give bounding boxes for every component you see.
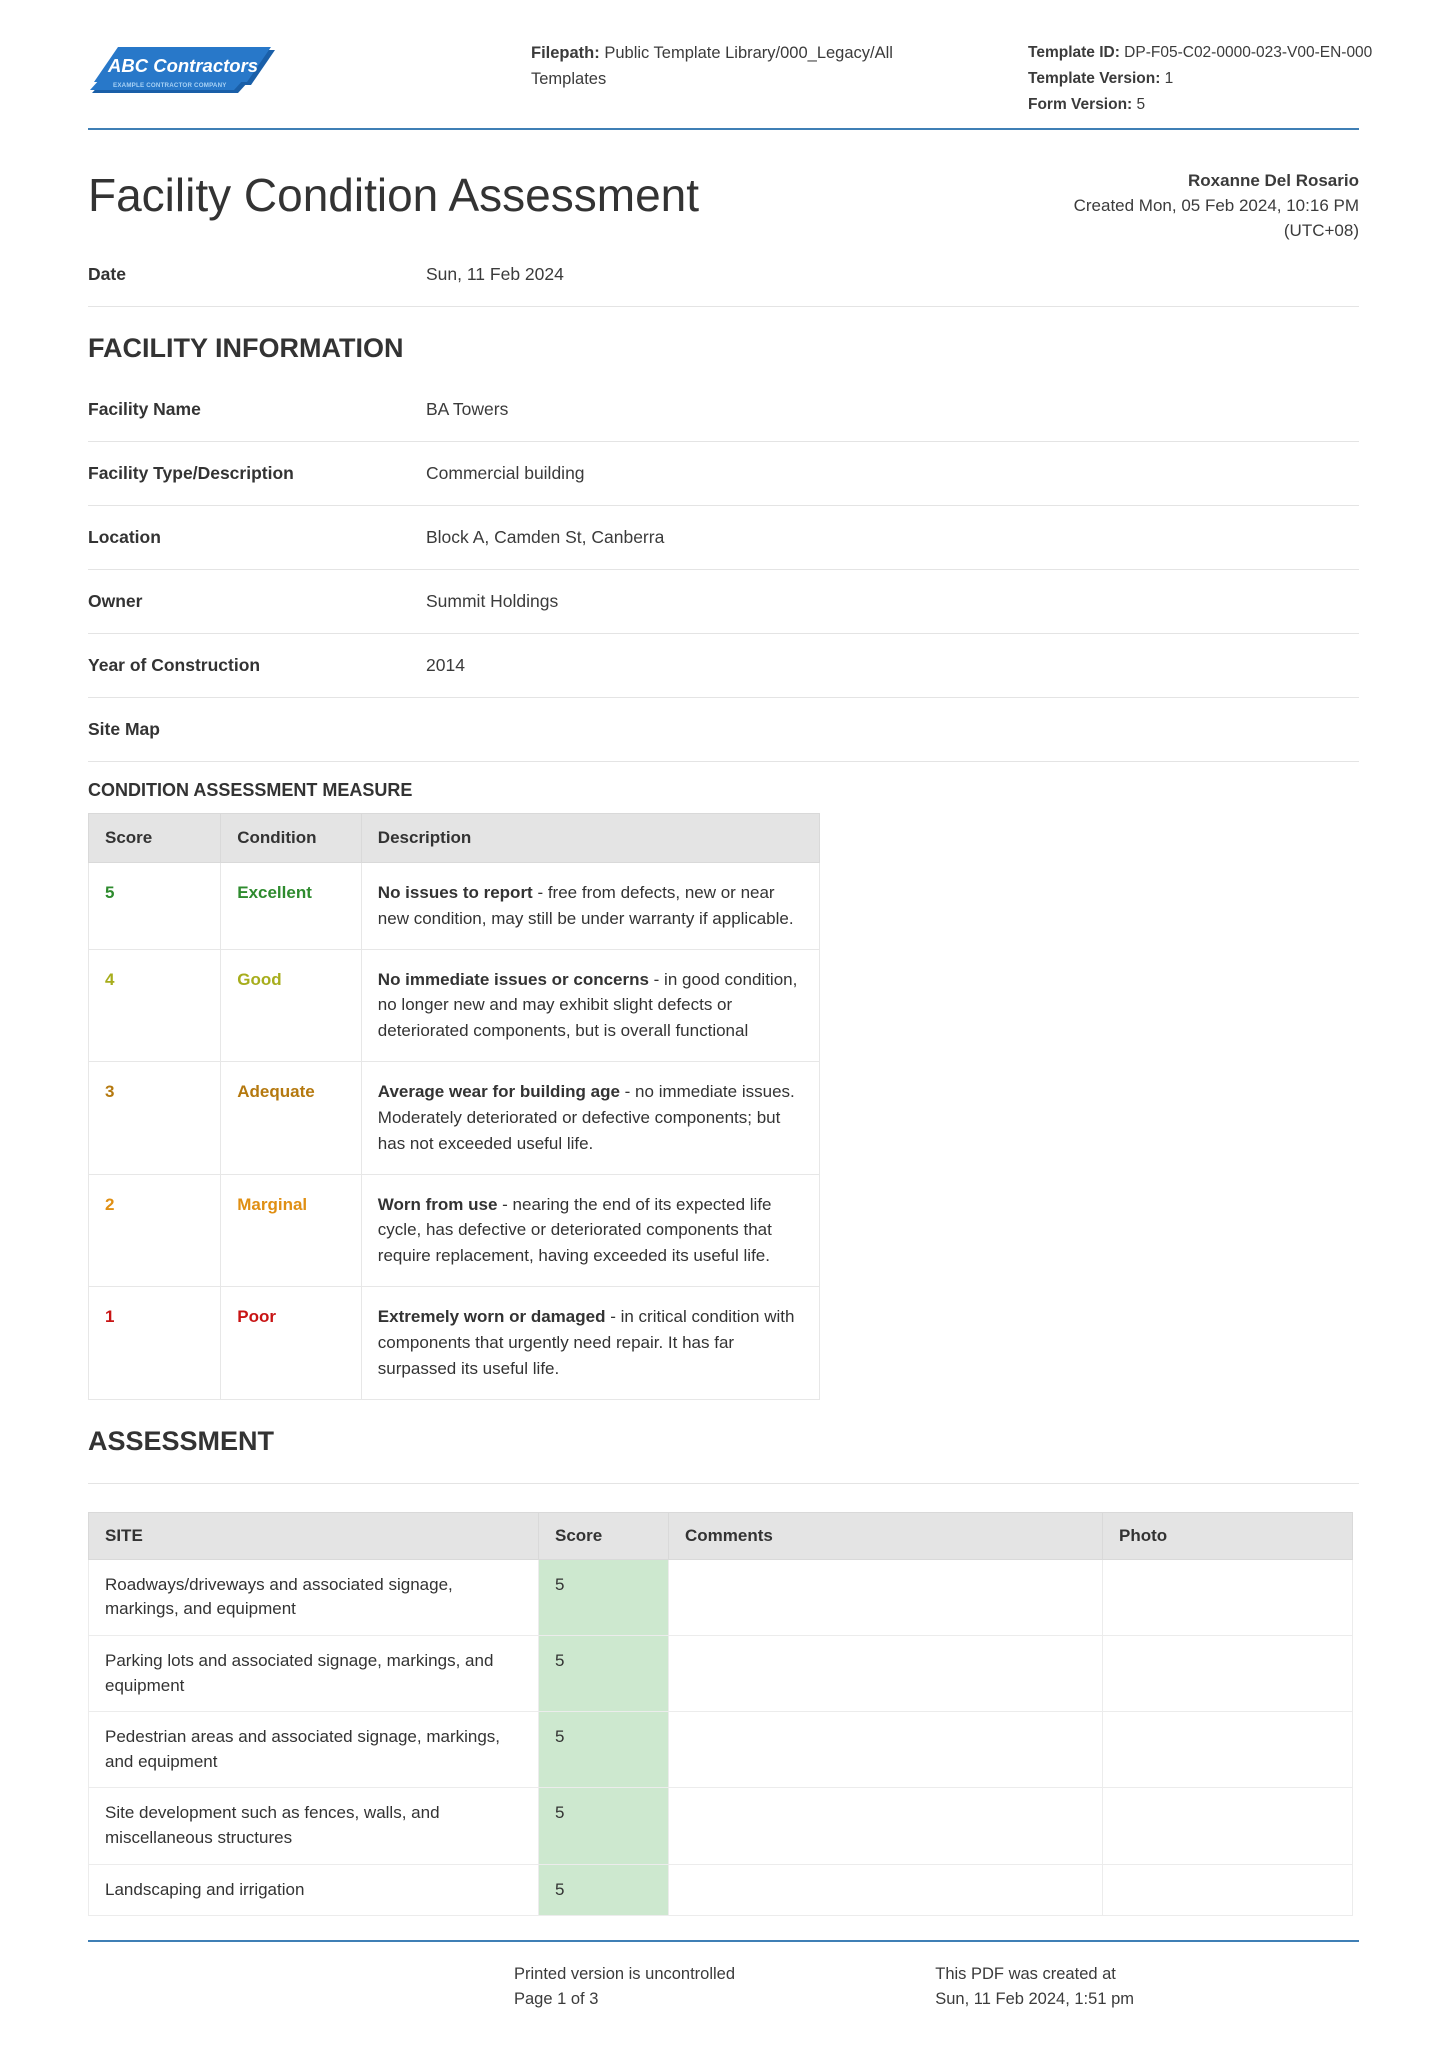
svg-text:EXAMPLE CONTRACTOR COMPANY: EXAMPLE CONTRACTOR COMPANY: [113, 82, 227, 89]
svg-text:ABC Contractors: ABC Contractors: [107, 55, 258, 76]
